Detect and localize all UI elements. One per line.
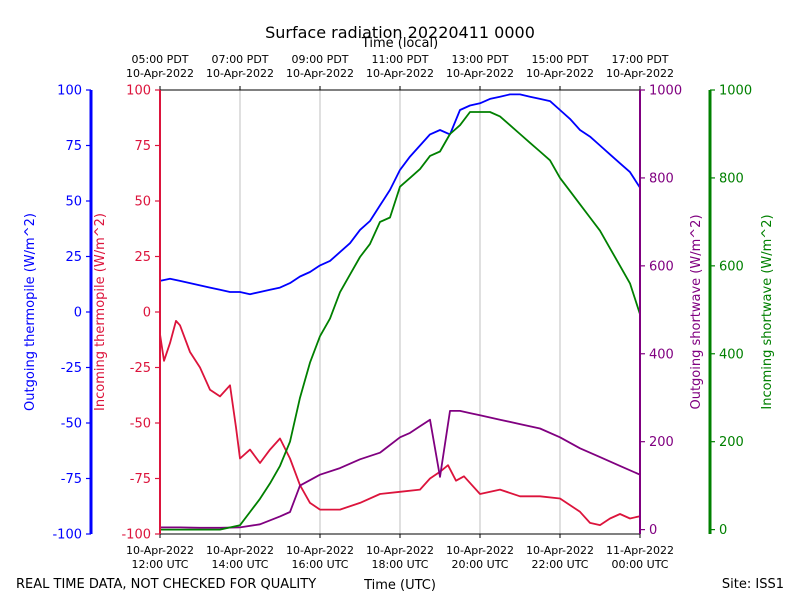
y-tick-label-out_thermo: -100 [52, 528, 82, 543]
series-line-out_thermo [159, 93, 641, 296]
y-tick-label-out_thermo: -50 [61, 417, 82, 432]
x-tick-label-time: 20:00 UTC [451, 558, 508, 571]
y-tick-label-out_thermo: 50 [65, 195, 82, 210]
y-tick-label-in_thermo: -75 [130, 472, 151, 487]
y-tick-label-in_sw: 1000 [719, 84, 752, 99]
top-tick-label-date: 10-Apr-2022 [286, 67, 354, 80]
top-tick-label-time: 09:00 PDT [291, 53, 348, 66]
y-tick-label-in_sw: 200 [719, 435, 744, 450]
x-tick-label-date: 10-Apr-2022 [366, 544, 434, 557]
y-tick-label-in_sw: 0 [719, 523, 727, 538]
x-tick-label-time: 18:00 UTC [371, 558, 428, 571]
y-tick-label-out_thermo: 25 [65, 250, 82, 265]
x-tick-label-time: 22:00 UTC [531, 558, 588, 571]
top-tick-label-date: 10-Apr-2022 [446, 67, 514, 80]
series-line-in_sw [160, 111, 641, 531]
y-tick-label-in_thermo: 25 [134, 250, 151, 265]
vertical-gridlines [159, 90, 641, 534]
top-tick-label-date: 10-Apr-2022 [526, 67, 594, 80]
y-tick-label-out_thermo: -75 [61, 472, 82, 487]
y-tick-label-out_sw: 200 [649, 435, 674, 450]
y-tick-label-out_thermo: 0 [74, 306, 82, 321]
x-tick-label-time: 00:00 UTC [611, 558, 668, 571]
y-tick-label-out_sw: 1000 [649, 84, 682, 99]
top-tick-label-date: 10-Apr-2022 [206, 67, 274, 80]
top-tick-label-time: 11:00 PDT [371, 53, 428, 66]
x-tick-label-time: 14:00 UTC [211, 558, 268, 571]
top-tick-label-time: 07:00 PDT [211, 53, 268, 66]
quality-note: REAL TIME DATA, NOT CHECKED FOR QUALITY [16, 577, 316, 592]
x-tick-label-date: 10-Apr-2022 [126, 544, 194, 557]
y-tick-label-in_sw: 400 [719, 347, 744, 362]
top-axis-label: Time (local) [361, 36, 438, 51]
y-tick-label-out_sw: 0 [649, 523, 657, 538]
x-tick-label-time: 16:00 UTC [291, 558, 348, 571]
x-tick-label-date: 11-Apr-2022 [606, 544, 674, 557]
y-tick-label-in_thermo: -50 [130, 417, 151, 432]
y-tick-label-in_sw: 800 [719, 171, 744, 186]
x-tick-label-date: 10-Apr-2022 [206, 544, 274, 557]
y-tick-label-in_thermo: 0 [143, 306, 151, 321]
y-tick-label-in_thermo: 75 [134, 139, 151, 154]
y-tick-label-in_thermo: 100 [126, 84, 151, 99]
x-tick-label-date: 10-Apr-2022 [446, 544, 514, 557]
top-tick-label-date: 10-Apr-2022 [366, 67, 434, 80]
y-tick-label-in_thermo: 50 [134, 195, 151, 210]
y-axis-label-out_thermo: Outgoing thermopile (W/m^2) [23, 213, 38, 411]
series-line-out_sw [160, 409, 641, 529]
y-axis-label-in_thermo: Incoming thermopile (W/m^2) [93, 213, 108, 411]
y-axis-label-out_sw: Outgoing shortwave (W/m^2) [689, 214, 704, 409]
y-tick-label-out_thermo: 100 [57, 84, 82, 99]
y-tick-label-out_thermo: 75 [65, 139, 82, 154]
top-tick-label-date: 10-Apr-2022 [126, 67, 194, 80]
series-line-in_thermo [159, 319, 641, 526]
x-tick-label-date: 10-Apr-2022 [526, 544, 594, 557]
y-axes: -100 -75 -50 -25 0 25 50 75 100 Outgoing thermopi… [23, 84, 775, 543]
top-tick-label-time: 15:00 PDT [531, 53, 588, 66]
top-tick-label-time: 05:00 PDT [131, 53, 188, 66]
y-tick-label-out_sw: 600 [649, 259, 674, 274]
top-tick-label-time: 17:00 PDT [611, 53, 668, 66]
y-tick-label-in_thermo: -100 [121, 528, 151, 543]
site-label: Site: ISS1 [722, 577, 784, 592]
x-tick-label-date: 10-Apr-2022 [286, 544, 354, 557]
x-axis-label: Time (UTC) [363, 578, 436, 593]
chart-title: Surface radiation 20220411 0000 [265, 23, 535, 42]
top-tick-label-time: 13:00 PDT [451, 53, 508, 66]
x-tick-label-time: 12:00 UTC [131, 558, 188, 571]
y-tick-label-in_sw: 600 [719, 259, 744, 274]
y-tick-label-out_thermo: -25 [61, 361, 82, 376]
y-tick-label-out_sw: 800 [649, 171, 674, 186]
y-tick-label-in_thermo: -25 [130, 361, 151, 376]
y-tick-label-out_sw: 400 [649, 347, 674, 362]
series-layer [159, 93, 641, 531]
y-axis-label-in_sw: Incoming shortwave (W/m^2) [760, 214, 775, 409]
top-tick-label-date: 10-Apr-2022 [606, 67, 674, 80]
